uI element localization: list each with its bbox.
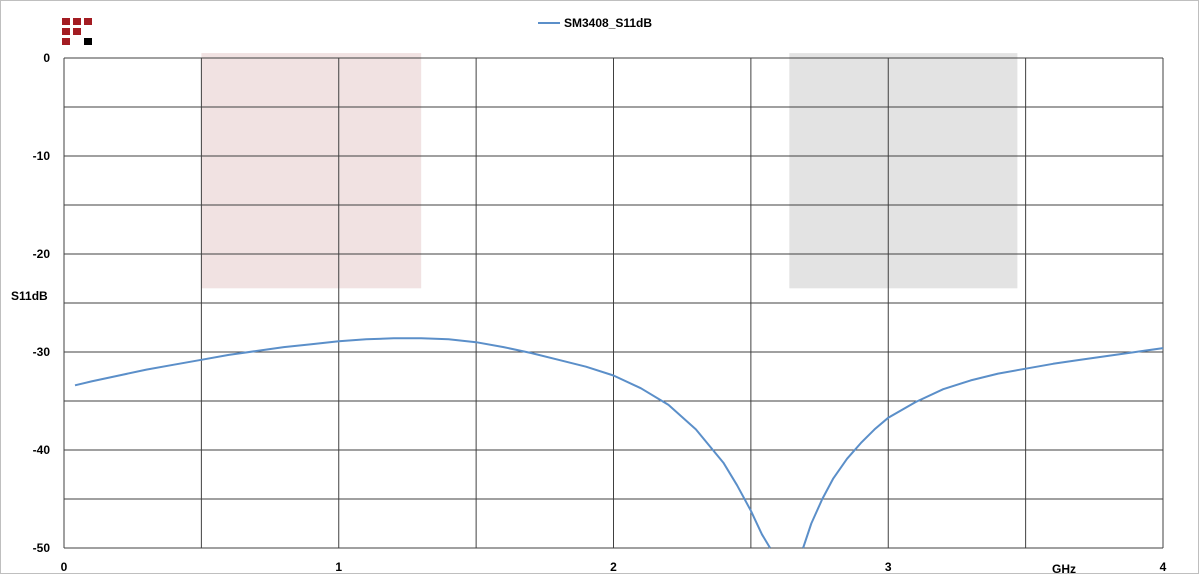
highlight-band-1 bbox=[201, 53, 422, 289]
logo-square bbox=[73, 28, 81, 35]
highlight-bands bbox=[201, 53, 1018, 289]
y-tick-label: -40 bbox=[33, 443, 51, 457]
logo-square bbox=[84, 38, 92, 45]
y-tick-label: 0 bbox=[43, 51, 50, 65]
brand-logo bbox=[62, 18, 92, 45]
series-line-2 bbox=[802, 347, 1164, 549]
logo-square bbox=[84, 18, 92, 25]
x-tick-label: 2 bbox=[610, 560, 617, 574]
x-tick-label: 1 bbox=[335, 560, 342, 574]
highlight-band-2 bbox=[789, 53, 1018, 289]
grid-lines bbox=[63, 57, 1164, 549]
y-tick-label: -30 bbox=[33, 345, 51, 359]
logo-square bbox=[62, 18, 70, 25]
tick-labels: 0 -10 -20 -30 -40 -50 0 1 2 3 4 bbox=[33, 51, 1167, 574]
logo-square bbox=[73, 18, 81, 25]
y-tick-label: -50 bbox=[33, 541, 51, 555]
legend-label: SM3408_S11dB bbox=[564, 16, 652, 30]
y-tick-label: -10 bbox=[33, 149, 51, 163]
x-tick-label: 4 bbox=[1160, 560, 1167, 574]
series-line-1 bbox=[74, 337, 771, 549]
logo-square bbox=[62, 28, 70, 35]
legend: SM3408_S11dB bbox=[538, 16, 652, 30]
x-axis-title: GHz bbox=[1052, 562, 1076, 575]
x-tick-label: 3 bbox=[885, 560, 892, 574]
y-axis-title: S11dB bbox=[11, 289, 48, 303]
series-layer bbox=[74, 337, 1164, 549]
x-tick-label: 0 bbox=[61, 560, 68, 574]
logo-square bbox=[62, 38, 70, 45]
y-tick-label: -20 bbox=[33, 247, 51, 261]
